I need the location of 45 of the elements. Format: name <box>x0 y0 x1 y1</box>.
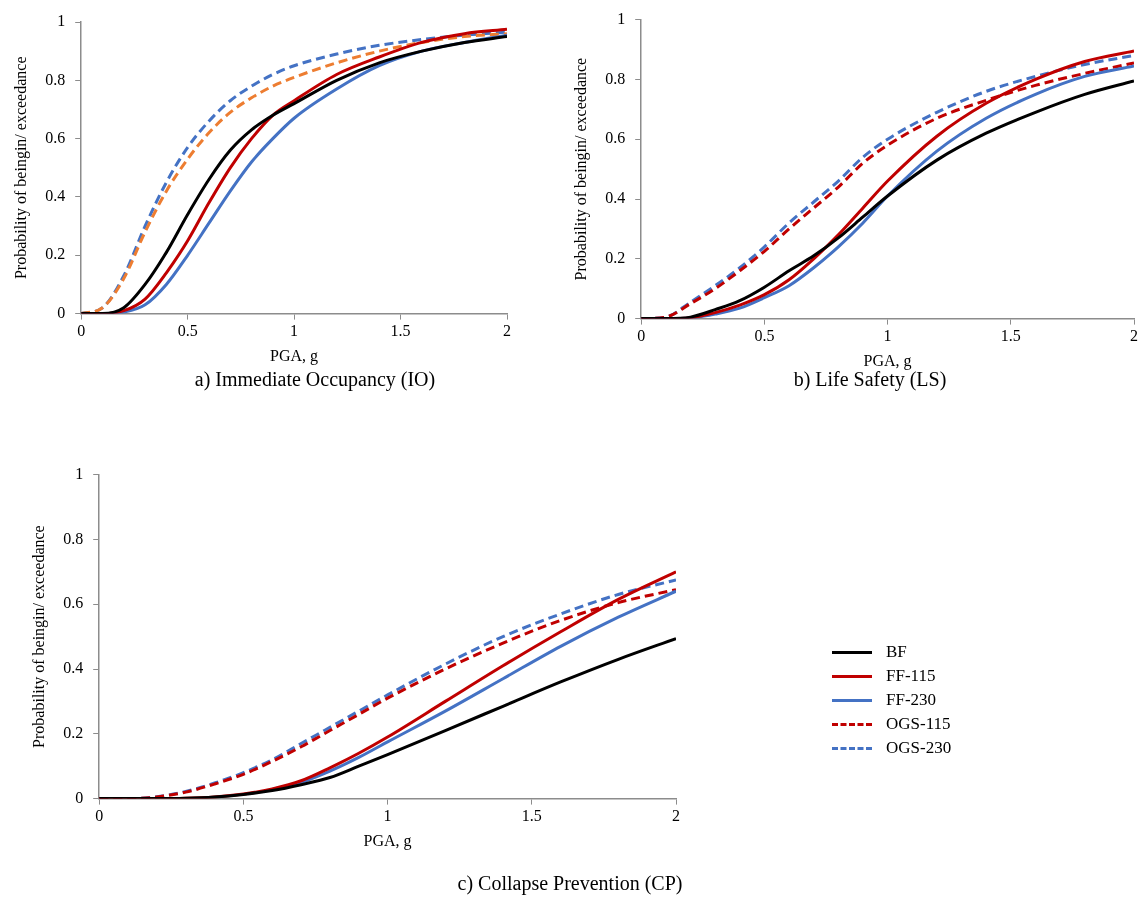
x-tick-label: 0 <box>637 327 646 345</box>
x-tick-label: 1.5 <box>1000 327 1021 345</box>
x-tick-label: 0.5 <box>754 327 775 345</box>
y-tick-label: 0.2 <box>45 245 66 263</box>
y-tick-label: 0.4 <box>605 189 626 207</box>
legend-label: FF-230 <box>886 690 937 710</box>
y-tick-label: 1 <box>57 12 66 30</box>
y-tick-label: 0.6 <box>45 128 66 146</box>
x-tick-label: 1.5 <box>521 807 542 825</box>
x-tick-label: 1 <box>383 807 392 825</box>
y-tick-label: 0.8 <box>605 69 626 87</box>
y-tick-label: 0.8 <box>45 70 66 88</box>
y-tick-label: 0.8 <box>63 529 84 547</box>
x-tick-label: 2 <box>1130 327 1138 345</box>
legend-label: OGS-230 <box>886 738 952 758</box>
x-axis-title: PGA, g <box>270 346 319 365</box>
x-axis-title: PGA, g <box>363 831 412 850</box>
legend-label: BF <box>886 642 907 662</box>
x-tick-label: 2 <box>503 322 511 340</box>
y-tick-label: 1 <box>617 9 626 27</box>
legend-label: FF-115 <box>886 666 936 686</box>
x-axis-title: PGA, g <box>863 351 912 370</box>
y-tick-label: 0.2 <box>605 249 626 266</box>
y-tick-label: 0.4 <box>45 187 66 205</box>
x-tick-label: 2 <box>672 807 680 825</box>
x-tick-label: 1 <box>290 322 299 340</box>
text: a) Immediate Occupancy (IO) <box>194 368 436 391</box>
y-tick-label: 0 <box>57 303 66 321</box>
y-tick-label: 0.4 <box>63 659 84 677</box>
text: c) Collapse Prevention (CP) <box>457 872 683 895</box>
y-axis-title: Probability of beingin/ exceedance <box>11 56 30 280</box>
x-tick-label: 1.5 <box>390 322 411 340</box>
y-tick-label: 0 <box>617 308 626 326</box>
x-tick-label: 0.5 <box>177 322 198 340</box>
y-axis-title: Probability of beingin/ exceedance <box>571 57 590 281</box>
y-tick-label: 0 <box>75 788 84 806</box>
legend-label: OGS-115 <box>886 714 951 734</box>
x-tick-label: 1 <box>883 327 892 345</box>
x-tick-label: 0.5 <box>233 807 254 825</box>
y-tick-label: 1 <box>75 464 84 482</box>
y-tick-label: 0.6 <box>605 129 626 147</box>
y-tick-label: 0.6 <box>63 594 84 612</box>
y-axis-title: Probability of beingin/ exceedance <box>29 525 48 748</box>
y-tick-label: 0.2 <box>63 724 84 741</box>
x-tick-label: 0 <box>95 807 104 825</box>
